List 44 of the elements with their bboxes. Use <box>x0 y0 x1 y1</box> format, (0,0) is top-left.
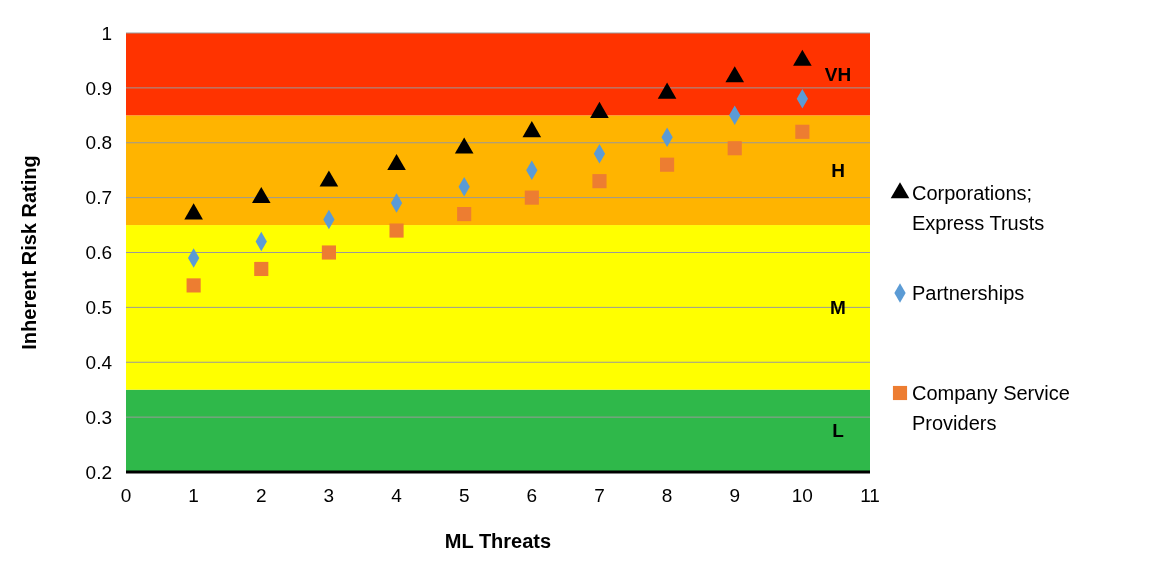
y-tick-label: 0.9 <box>85 77 112 99</box>
band-label: VH <box>824 63 852 85</box>
point <box>795 124 810 139</box>
point <box>725 66 745 83</box>
x-tick-label: 10 <box>791 485 813 506</box>
x-axis-title: ML Threats <box>444 530 552 552</box>
y-tick-label: 1 <box>101 22 112 44</box>
point <box>254 261 269 277</box>
legend-label: Company Service Providers <box>912 382 1070 434</box>
point <box>657 82 677 99</box>
y-tick-label: 0.8 <box>85 132 112 154</box>
band-label: H <box>831 159 845 181</box>
point <box>457 207 472 222</box>
x-tick-label: 7 <box>594 485 605 506</box>
x-tick-label: 11 <box>860 485 880 506</box>
x-tick-label: 5 <box>458 485 470 506</box>
point <box>186 278 201 293</box>
y-tick-label: 0.7 <box>85 187 112 209</box>
x-tick-label: 0 <box>120 485 132 506</box>
point <box>727 141 742 156</box>
band-label: L <box>832 420 845 442</box>
legend-label: Partnerships <box>912 282 1025 304</box>
y-tick-label: 0.6 <box>85 242 112 264</box>
x-tick-label: 4 <box>391 485 403 506</box>
y-tick-label: 0.2 <box>85 461 112 483</box>
point <box>522 121 542 138</box>
band-label: M <box>830 297 846 319</box>
x-tick-label: 3 <box>323 485 335 506</box>
x-tick-label: 1 <box>188 485 199 506</box>
point <box>389 223 404 238</box>
y-axis-title: Inherent Risk Rating <box>18 155 40 350</box>
x-tick-label: 6 <box>526 485 538 506</box>
x-tick-label: 8 <box>661 485 673 506</box>
point <box>321 245 336 260</box>
x-tick-label: 2 <box>255 485 267 506</box>
point <box>592 174 607 189</box>
point <box>524 190 539 205</box>
y-tick-label: 0.3 <box>85 406 112 428</box>
x-tick-label: 9 <box>729 485 741 506</box>
point <box>793 49 812 66</box>
y-tick-label: 0.5 <box>85 297 112 319</box>
y-tick-label: 0.4 <box>85 351 113 373</box>
point <box>660 157 675 172</box>
legend-label: Corporations; Express Trusts <box>912 182 1045 234</box>
